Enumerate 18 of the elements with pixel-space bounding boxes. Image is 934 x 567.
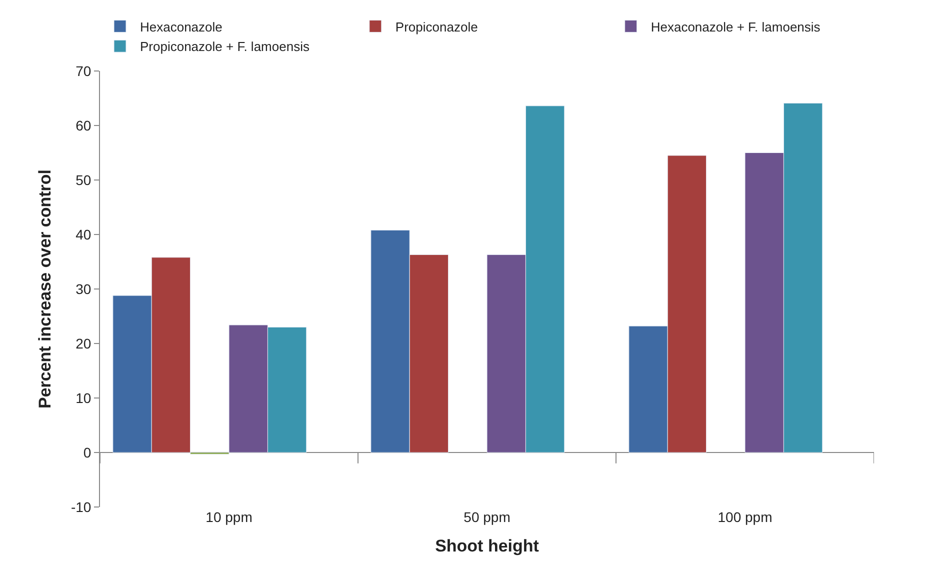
legend-label: Hexaconazole + F. lamoensis: [650, 19, 821, 34]
y-tick-label: -10: [70, 498, 92, 515]
y-tick-label: 0: [83, 444, 92, 460]
x-tick-label: 10 ppm: [206, 509, 252, 525]
y-axis-title: Percent increase over control: [36, 169, 55, 409]
y-tick-label: 10: [76, 390, 92, 406]
y-tick-label: 20: [76, 335, 92, 352]
x-tick-label: 50 ppm: [464, 509, 510, 525]
legend-label: Hexaconazole: [140, 19, 222, 34]
y-tick-label: 40: [76, 226, 92, 242]
y-tick-label: 60: [76, 117, 92, 134]
legend-label: Propiconazole: [395, 19, 478, 34]
y-tick-label: 50: [76, 172, 92, 188]
y-tick-label: 70: [76, 62, 92, 79]
y-tick-label: 30: [76, 280, 92, 297]
x-axis-title: Shoot height: [435, 536, 540, 556]
legend-label: Propiconazole + F. lamoensis: [140, 39, 310, 54]
x-tick-label: 100 ppm: [718, 509, 772, 525]
